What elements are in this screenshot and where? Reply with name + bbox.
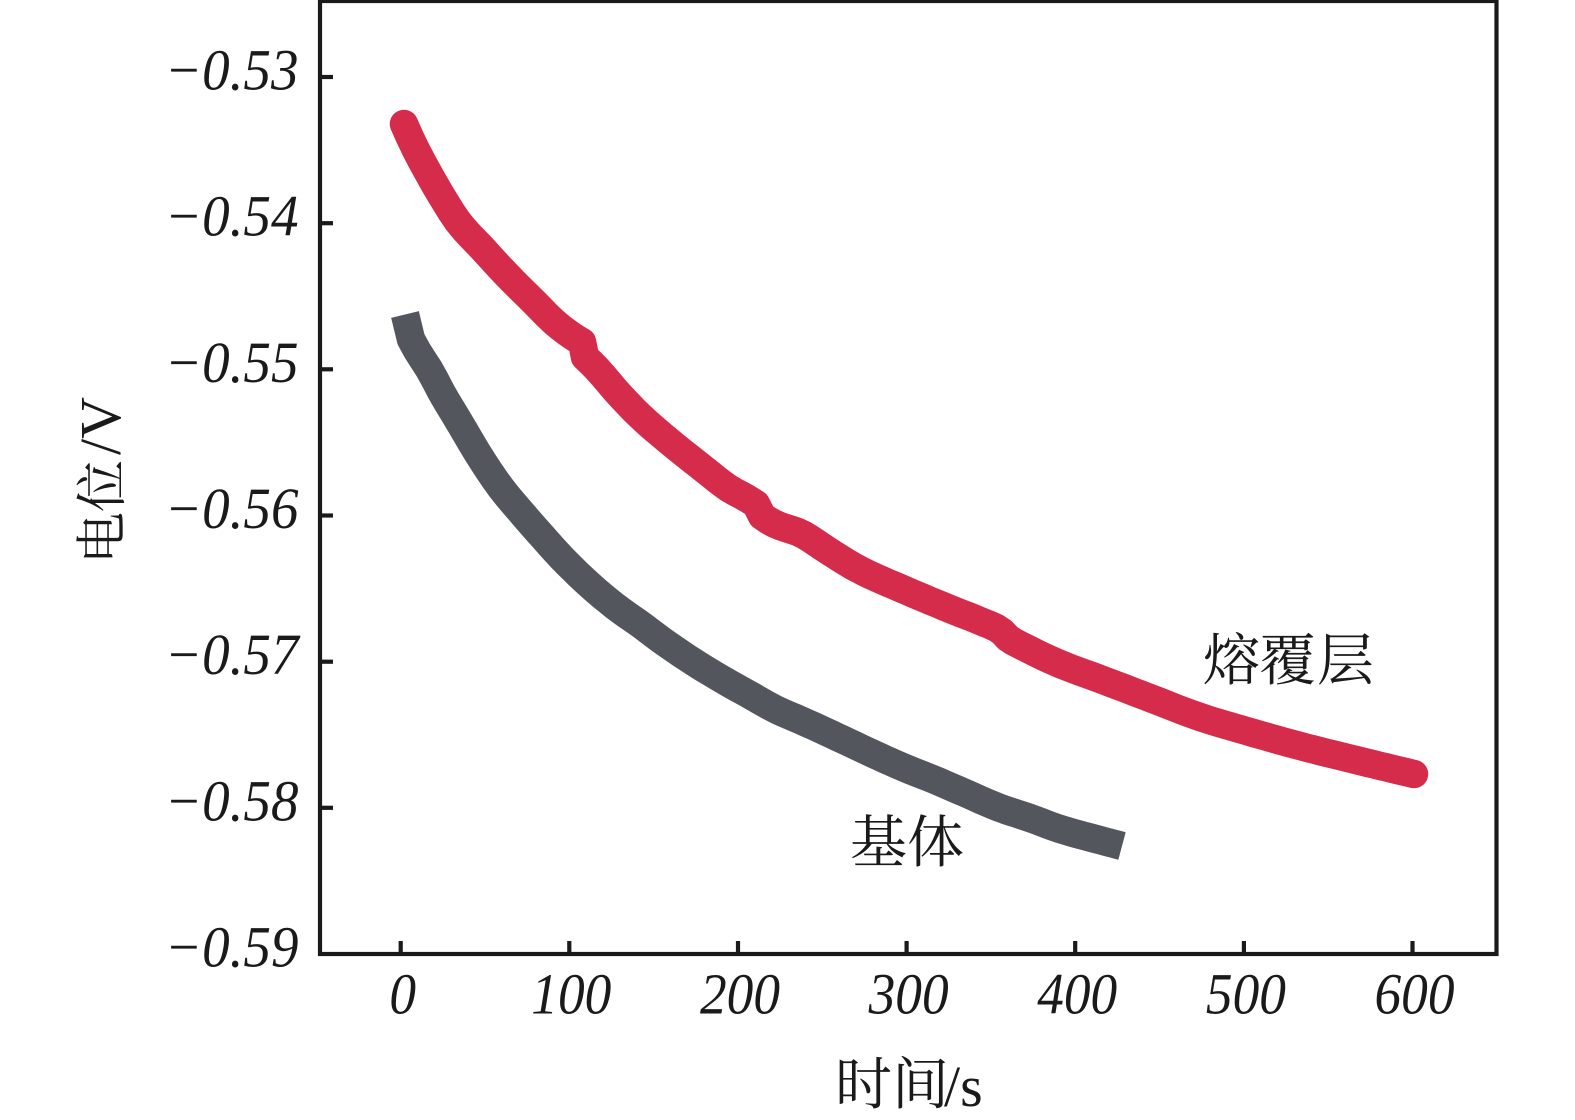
svg-text:400: 400 xyxy=(1037,963,1117,1028)
svg-text:−0.59: −0.59 xyxy=(165,916,299,980)
svg-text:0: 0 xyxy=(389,963,416,1028)
svg-text:/s: /s xyxy=(944,1054,983,1119)
svg-text:300: 300 xyxy=(868,963,949,1028)
svg-text:100: 100 xyxy=(531,963,611,1028)
svg-text:−0.54: −0.54 xyxy=(165,185,299,249)
svg-text:−0.55: −0.55 xyxy=(165,332,299,396)
svg-text:−0.58: −0.58 xyxy=(165,770,299,834)
svg-text:−0.53: −0.53 xyxy=(165,39,299,103)
svg-text:−0.56: −0.56 xyxy=(165,478,299,542)
svg-text:−0.57: −0.57 xyxy=(165,624,301,688)
svg-text:/V: /V xyxy=(68,397,133,455)
svg-text:600: 600 xyxy=(1374,963,1454,1028)
svg-text:200: 200 xyxy=(700,963,780,1028)
svg-text:500: 500 xyxy=(1206,963,1286,1028)
